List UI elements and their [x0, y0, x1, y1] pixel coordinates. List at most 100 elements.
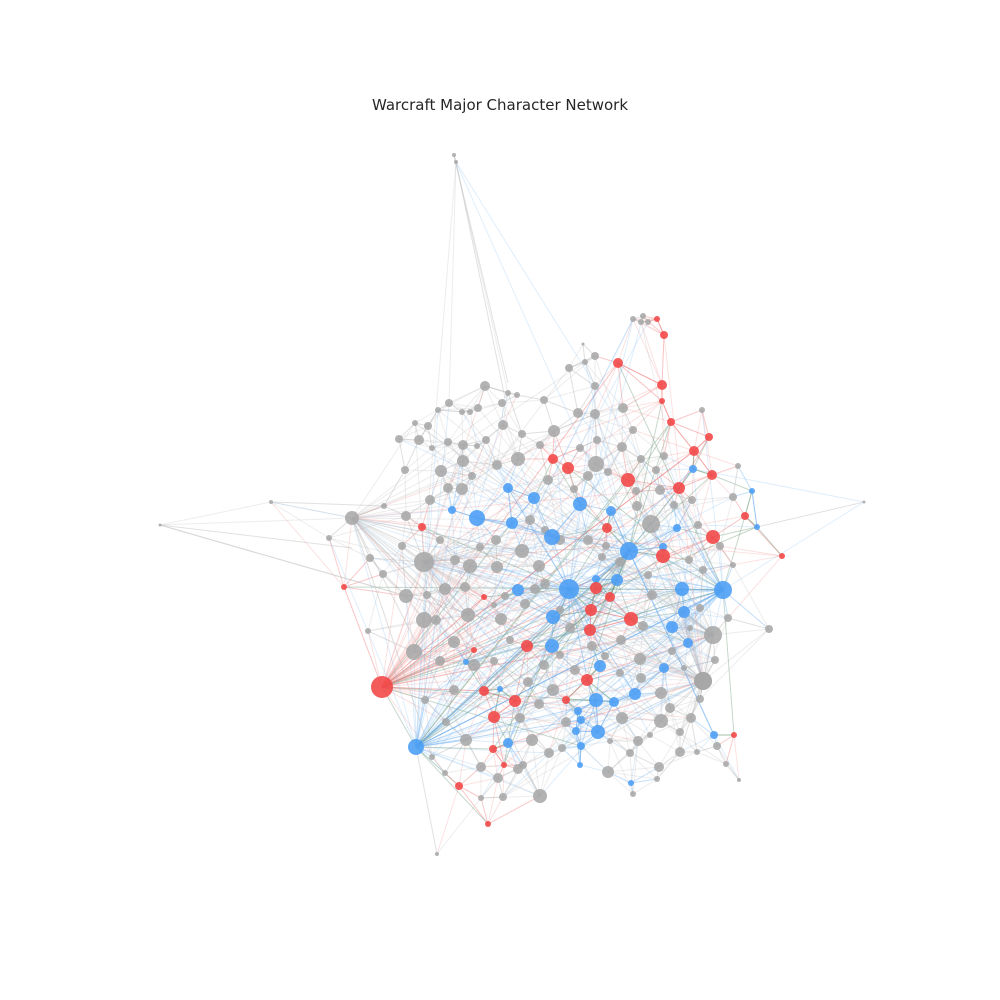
- network-edge: [423, 400, 663, 563]
- alliance-character-node: [408, 739, 424, 755]
- network-edge: [531, 589, 724, 741]
- network-edge: [679, 680, 704, 733]
- alliance-character-node: [591, 725, 605, 739]
- network-edge: [415, 746, 438, 855]
- network-edge: [617, 318, 634, 364]
- network-edge: [415, 746, 482, 768]
- network-edge: [367, 619, 425, 632]
- network-edge: [401, 515, 407, 547]
- network-edge: [676, 499, 693, 529]
- neutral-character-node: [616, 669, 624, 677]
- network-edge: [584, 361, 596, 387]
- network-edge: [687, 642, 716, 661]
- network-edge: [415, 589, 724, 748]
- alliance-character-node: [594, 660, 606, 672]
- network-edge: [732, 564, 770, 630]
- network-edge: [351, 517, 599, 733]
- network-edge: [543, 399, 579, 414]
- network-edge: [639, 589, 724, 660]
- network-edge: [526, 627, 571, 647]
- network-edge: [381, 524, 699, 688]
- network-edge: [669, 698, 701, 709]
- network-edge: [539, 747, 563, 797]
- network-edge: [476, 424, 504, 447]
- neutral-character-node: [630, 791, 636, 797]
- network-edge: [415, 660, 495, 748]
- network-edge: [534, 588, 592, 611]
- neutral-character-node: [492, 460, 502, 470]
- network-edge: [662, 536, 714, 557]
- horde-character-node: [489, 745, 497, 753]
- neutral-character-node: [515, 713, 525, 723]
- network-edge: [655, 450, 695, 471]
- network-edge: [702, 545, 721, 571]
- network-edge: [461, 411, 464, 462]
- network-edge: [351, 517, 475, 651]
- neutral-character-node: [406, 644, 422, 660]
- network-edge: [461, 411, 487, 441]
- network-edge: [507, 444, 541, 489]
- network-edge: [569, 627, 601, 667]
- network-edge: [415, 645, 528, 748]
- network-edge: [568, 588, 673, 652]
- neutral-character-node: [158, 523, 162, 527]
- network-edge: [622, 407, 672, 423]
- network-edge: [439, 660, 455, 691]
- network-edge: [628, 421, 672, 552]
- network-edge: [501, 402, 523, 435]
- neutral-character-node: [467, 409, 473, 415]
- network-edge: [659, 489, 693, 501]
- network-edge: [601, 556, 649, 576]
- network-edge: [582, 343, 586, 363]
- network-edge: [511, 522, 540, 567]
- network-edge: [423, 455, 665, 563]
- neutral-character-node: [414, 552, 434, 572]
- network-edge: [461, 385, 486, 413]
- network-edge: [496, 433, 523, 466]
- network-edge: [465, 588, 570, 663]
- neutral-character-node: [491, 535, 501, 545]
- network-edge: [580, 740, 611, 747]
- neutral-character-node: [463, 559, 477, 573]
- network-edge: [610, 510, 621, 563]
- network-edge: [270, 501, 385, 507]
- network-edge: [639, 627, 691, 660]
- network-edge: [559, 654, 601, 667]
- network-edge: [415, 474, 713, 748]
- neutral-character-node: [615, 557, 625, 567]
- network-edge: [678, 436, 710, 489]
- network-edge: [609, 734, 651, 742]
- horde-character-node: [707, 470, 717, 480]
- network-edge: [719, 496, 734, 547]
- network-edge: [480, 795, 541, 799]
- network-edge: [427, 402, 450, 427]
- network-edge: [642, 625, 665, 669]
- neutral-character-node: [616, 635, 626, 645]
- network-edge: [415, 619, 437, 748]
- network-edge: [568, 468, 694, 590]
- neutral-character-node: [681, 665, 687, 671]
- network-edge: [415, 703, 540, 748]
- neutral-character-node: [505, 390, 511, 396]
- network-edge: [351, 517, 371, 559]
- network-edge: [622, 384, 663, 409]
- network-edge: [421, 526, 570, 590]
- network-edge: [437, 409, 449, 443]
- network-edge: [493, 566, 498, 606]
- network-edge: [476, 445, 714, 636]
- network-edge: [580, 745, 609, 773]
- network-edge: [381, 564, 734, 688]
- network-edge: [660, 680, 704, 722]
- network-edge: [733, 734, 740, 781]
- network-edge: [487, 795, 541, 825]
- network-edge: [426, 565, 471, 596]
- neutral-character-node: [616, 712, 628, 724]
- network-edge: [477, 402, 503, 409]
- neutral-character-node: [269, 500, 273, 504]
- network-edge: [404, 469, 442, 472]
- neutral-character-node: [598, 553, 606, 561]
- network-edge: [640, 650, 673, 679]
- network-edge: [382, 545, 403, 575]
- network-edge: [367, 573, 384, 632]
